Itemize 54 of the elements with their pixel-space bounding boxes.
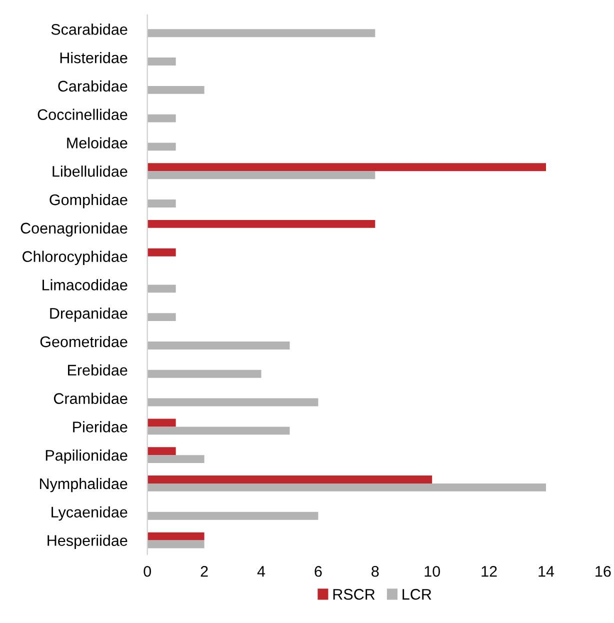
y-tick-label: Limacodidae xyxy=(42,279,128,290)
bar xyxy=(147,512,318,520)
bar xyxy=(147,447,176,456)
x-tick-label: 8 xyxy=(372,566,379,577)
x-tick-label: 6 xyxy=(314,566,322,577)
bar xyxy=(147,426,290,435)
x-tick-label: 12 xyxy=(482,566,497,577)
bar xyxy=(147,342,290,350)
bar xyxy=(147,171,376,180)
bar xyxy=(147,248,176,256)
bar xyxy=(147,476,432,484)
bar xyxy=(147,58,176,66)
x-tick-label: 0 xyxy=(144,566,152,577)
y-tick-label: Histeridae xyxy=(60,52,128,64)
y-tick-label: Lycaenidae xyxy=(52,506,128,521)
bar xyxy=(147,200,176,208)
y-tick-label: Libellulidae xyxy=(52,166,128,177)
bar xyxy=(147,418,176,427)
legend-label: LCR xyxy=(402,588,432,600)
bar xyxy=(147,398,318,406)
bar xyxy=(147,483,546,492)
bar xyxy=(147,29,376,38)
x-tick-label: 14 xyxy=(538,566,554,577)
x-tick-label: 2 xyxy=(200,566,208,577)
y-tick-label: Crambidae xyxy=(54,392,128,404)
y-tick-label: Carabidae xyxy=(58,80,128,92)
bar xyxy=(147,220,376,228)
bar xyxy=(147,532,204,540)
x-tick-label: 16 xyxy=(596,566,611,577)
bar xyxy=(147,114,176,122)
y-tick-label: Drepanidae xyxy=(50,308,128,322)
bar xyxy=(147,142,176,151)
x-tick-label: 4 xyxy=(257,566,266,577)
y-tick-label: Scarabidae xyxy=(51,24,128,35)
y-tick-label: Papilionidae xyxy=(46,450,128,464)
bar xyxy=(147,455,204,464)
y-tick-label: Pieridae xyxy=(73,421,128,432)
y-tick-label: Chlorocyphidae xyxy=(22,250,128,266)
y-tick-label: Meloidae xyxy=(67,137,128,148)
y-tick-label: Geometridae xyxy=(40,336,128,348)
y-tick-label: Erebidae xyxy=(68,364,128,376)
bar xyxy=(147,313,176,322)
bar xyxy=(147,86,204,94)
legend-label: RSCR xyxy=(333,588,375,600)
y-tick-label: Hesperiidae xyxy=(48,534,128,549)
x-tick-label: 10 xyxy=(424,566,440,577)
y-tick-label: Coccinellidae xyxy=(38,108,128,120)
bar xyxy=(147,540,204,548)
bar xyxy=(147,284,176,293)
y-tick-label: Gomphidae xyxy=(50,194,128,208)
y-tick-label: Coenagrionidae xyxy=(20,222,128,237)
bar xyxy=(147,370,262,378)
bar xyxy=(147,163,546,172)
y-tick-label: Nymphalidae xyxy=(40,478,128,492)
